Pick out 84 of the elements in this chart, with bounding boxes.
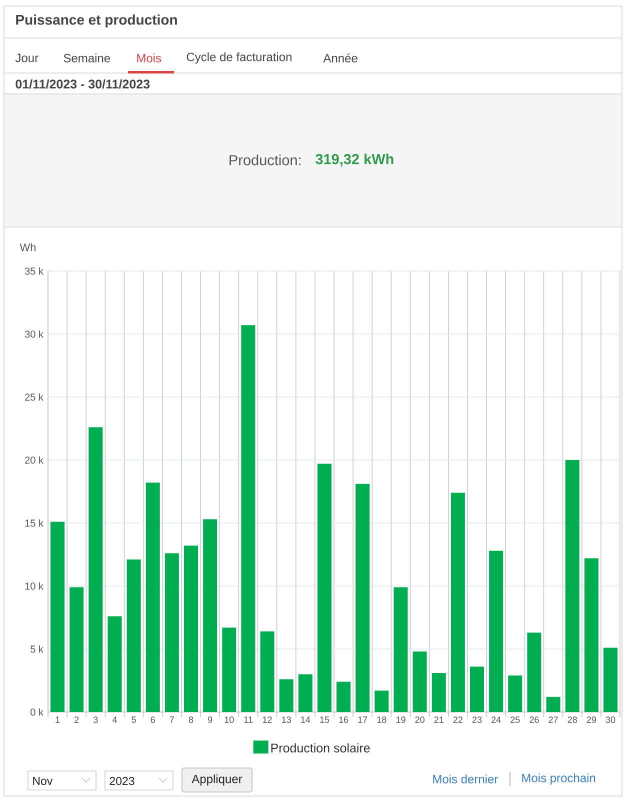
- x-tick-label: 4: [112, 716, 117, 723]
- text: 2023: [110, 776, 134, 786]
- bar: [470, 666, 484, 712]
- chart-subtitle: 01/11/2023 - 30/11/2023: [16, 79, 150, 89]
- y-tick-label: 35 k: [24, 267, 44, 275]
- bar: [546, 696, 560, 712]
- x-tick-label: 8: [188, 716, 194, 723]
- bar: [394, 587, 408, 712]
- bar: [184, 546, 198, 712]
- chart-title: Puissance et production: [16, 14, 177, 28]
- y-tick-label: 10 k: [25, 582, 44, 590]
- y-tick-label: 25 k: [25, 393, 44, 401]
- bar: [70, 587, 84, 712]
- x-tick-label: 1: [56, 716, 60, 723]
- x-tick-label: 14: [301, 716, 310, 723]
- text: Production:: [230, 154, 300, 166]
- y-tick-label: 15 k: [25, 519, 44, 527]
- bar: [489, 550, 504, 712]
- text: Cycle de facturation: [186, 52, 292, 64]
- x-tick-label: 21: [434, 716, 444, 723]
- bar: [432, 672, 446, 712]
- x-tick-label: 5: [132, 716, 136, 723]
- bar: [584, 558, 598, 712]
- x-tick-label: 9: [208, 716, 212, 723]
- x-tick-label: 2: [74, 716, 79, 723]
- x-tick-label: 16: [339, 716, 348, 723]
- text: Nov: [33, 776, 53, 786]
- bar: [603, 648, 618, 712]
- text: Mois: [137, 54, 162, 62]
- x-tick-label: 6: [150, 716, 155, 723]
- legend-label: Production solaire: [271, 743, 370, 752]
- x-tick-label: 18: [377, 716, 386, 723]
- x-tick-label: 10: [224, 716, 234, 723]
- bar: [241, 325, 256, 712]
- x-tick-label: 15: [320, 716, 330, 723]
- x-tick-label: 30: [606, 716, 616, 723]
- x-tick-label: 24: [492, 716, 501, 723]
- bar: [336, 682, 351, 712]
- x-tick-label: 3: [94, 716, 98, 723]
- x-tick-label: 22: [453, 716, 462, 723]
- x-tick-label: 28: [568, 716, 577, 723]
- bar: [298, 674, 312, 712]
- x-tick-label: 19: [396, 716, 406, 723]
- text: Jour: [15, 54, 38, 62]
- bar: [565, 460, 580, 712]
- x-tick-label: 12: [262, 716, 272, 723]
- x-tick-label: 13: [282, 716, 291, 723]
- bar: [508, 675, 522, 712]
- bar: [450, 492, 465, 712]
- y-tick-label: 30 k: [24, 330, 44, 338]
- x-tick-label: 20: [415, 716, 424, 723]
- bar: [50, 522, 65, 712]
- bar: [374, 690, 389, 712]
- bar: [88, 427, 103, 712]
- bar: [108, 616, 122, 712]
- bar: [260, 631, 274, 712]
- x-tick-label: 25: [510, 716, 520, 723]
- bar: [203, 519, 218, 712]
- bar: [126, 560, 141, 712]
- text: Année: [323, 54, 358, 62]
- text: Appliquer: [192, 774, 242, 786]
- text: Semaine: [64, 54, 110, 62]
- x-tick-label: 23: [472, 716, 482, 723]
- x-tick-label: 27: [548, 716, 558, 723]
- text: Mois dernier: [433, 774, 498, 784]
- bar: [317, 464, 332, 712]
- x-tick-label: 29: [586, 716, 596, 723]
- x-tick-label: 26: [530, 716, 539, 723]
- bar: [412, 652, 427, 712]
- bar: [527, 632, 542, 712]
- text: Mois prochain: [522, 773, 596, 785]
- y-tick-label: 0 k: [30, 708, 44, 716]
- bar: [164, 553, 179, 712]
- bar: [356, 484, 370, 712]
- x-tick-label: 7: [170, 716, 174, 723]
- bar: [222, 628, 236, 712]
- bar: [279, 679, 294, 712]
- bar: [146, 482, 160, 712]
- text: 319,32 kWh: [316, 154, 394, 166]
- y-tick-label: 20 k: [25, 456, 44, 464]
- x-tick-label: 11: [244, 716, 252, 723]
- x-tick-label: 17: [358, 716, 368, 723]
- y-axis-title: Wh: [20, 243, 36, 252]
- y-tick-label: 5 k: [30, 645, 44, 653]
